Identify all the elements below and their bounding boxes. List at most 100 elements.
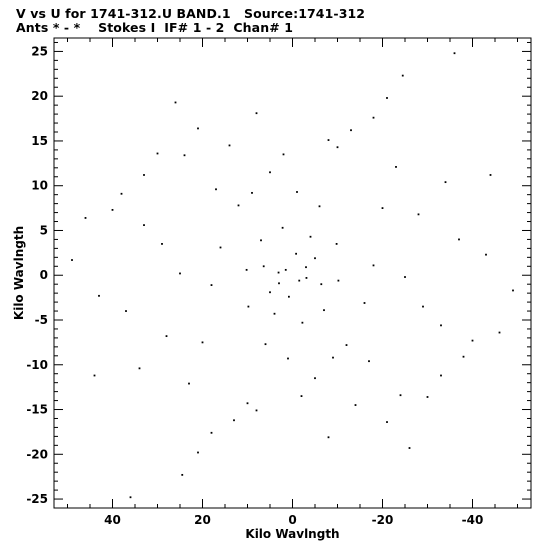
uv-point [301, 321, 304, 324]
uv-point [395, 166, 397, 168]
uv-point [161, 243, 163, 245]
uv-point [335, 243, 338, 245]
uv-point [197, 451, 199, 454]
uv-point [336, 146, 339, 149]
chart-title: V vs U for 1741-312.U BAND.1 Source:1741… [16, 6, 366, 21]
uv-point [188, 382, 190, 385]
uv-point [368, 360, 370, 363]
uv-point [210, 431, 213, 434]
uv-point [305, 266, 307, 269]
uv-point [372, 264, 375, 267]
uv-point [179, 272, 181, 275]
uv-point [408, 447, 411, 449]
uv-point [350, 129, 352, 132]
uv-point [269, 291, 271, 294]
uv-point [440, 374, 442, 377]
uv-point [426, 396, 429, 398]
uv-point [489, 174, 492, 176]
uv-point [237, 204, 240, 207]
uv-point [485, 253, 487, 256]
uv-point [453, 52, 456, 55]
uv-point [314, 257, 316, 260]
x-tick-label: 0 [288, 513, 296, 527]
uv-point [138, 367, 141, 370]
uv-point [399, 394, 402, 397]
uv-point [260, 239, 262, 242]
uv-point [422, 305, 424, 308]
uv-point [381, 207, 384, 209]
uv-point [417, 213, 420, 216]
uv-point [281, 226, 284, 229]
uv-point [277, 271, 280, 274]
uv-point [305, 277, 308, 279]
uv-point [287, 357, 289, 360]
x-tick-label: -40 [462, 513, 484, 527]
uv-point [143, 224, 145, 227]
uv-point [298, 279, 301, 282]
y-tick-label: -10 [26, 358, 48, 372]
uv-point [296, 191, 298, 193]
uv-point [386, 421, 388, 423]
uv-point [120, 192, 123, 195]
y-tick-label: 25 [31, 44, 48, 58]
uv-point [262, 265, 265, 268]
y-tick-label: -5 [35, 313, 48, 327]
uv-point [183, 154, 186, 157]
x-tick-label: 20 [194, 513, 211, 527]
uv-point [215, 188, 217, 191]
uv-point [129, 496, 132, 499]
uv-point [111, 208, 114, 211]
y-tick-label: 5 [40, 223, 48, 237]
uv-point [498, 331, 501, 334]
x-axis-title: Kilo Wavlngth [245, 527, 339, 541]
uv-point [295, 252, 297, 255]
uv-point [273, 312, 276, 315]
uv-point [255, 409, 258, 412]
plot-frame [53, 37, 532, 509]
uv-point [512, 289, 514, 292]
uv-point [404, 276, 406, 278]
uv-point [337, 279, 340, 282]
uv-point [228, 144, 231, 147]
uv-point [71, 259, 73, 261]
chart-subtitle: Ants * - * Stokes I IF# 1 - 2 Chan# 1 [16, 20, 294, 35]
y-tick-label: -15 [26, 403, 48, 417]
uv-point [386, 97, 388, 99]
uv-point [372, 116, 375, 119]
uv-point [210, 284, 213, 286]
uv-point [282, 153, 285, 156]
uv-point [345, 344, 348, 346]
uv-point [440, 324, 442, 327]
uv-point [84, 217, 87, 219]
uv-points [71, 52, 514, 499]
uv-point [165, 335, 168, 338]
uv-point [269, 171, 271, 174]
uv-point [245, 268, 248, 271]
uv-point [125, 310, 127, 312]
uv-point [98, 294, 100, 297]
uv-point [332, 356, 334, 359]
uv-point [246, 402, 249, 405]
uv-point [354, 404, 357, 406]
uv-point [458, 238, 460, 241]
uv-point [327, 139, 330, 141]
uv-point [327, 436, 330, 439]
uv-point [444, 181, 447, 184]
uv-point [201, 341, 204, 344]
y-tick-label: -25 [26, 492, 48, 506]
y-tick-label: 10 [31, 179, 48, 193]
uv-point [233, 419, 235, 422]
uv-point [278, 282, 280, 285]
uv-point [247, 305, 250, 308]
x-tick-label: -20 [372, 513, 394, 527]
uv-point [197, 127, 199, 130]
uv-point [181, 473, 184, 476]
uv-point [284, 268, 287, 271]
y-tick-label: 0 [40, 268, 48, 282]
y-tick-label: 15 [31, 134, 48, 148]
uv-point [156, 152, 159, 155]
uv-point [323, 309, 325, 312]
uv-point [143, 174, 145, 176]
uv-point [255, 112, 258, 115]
y-axis-title: Kilo Wavlngth [12, 226, 26, 320]
